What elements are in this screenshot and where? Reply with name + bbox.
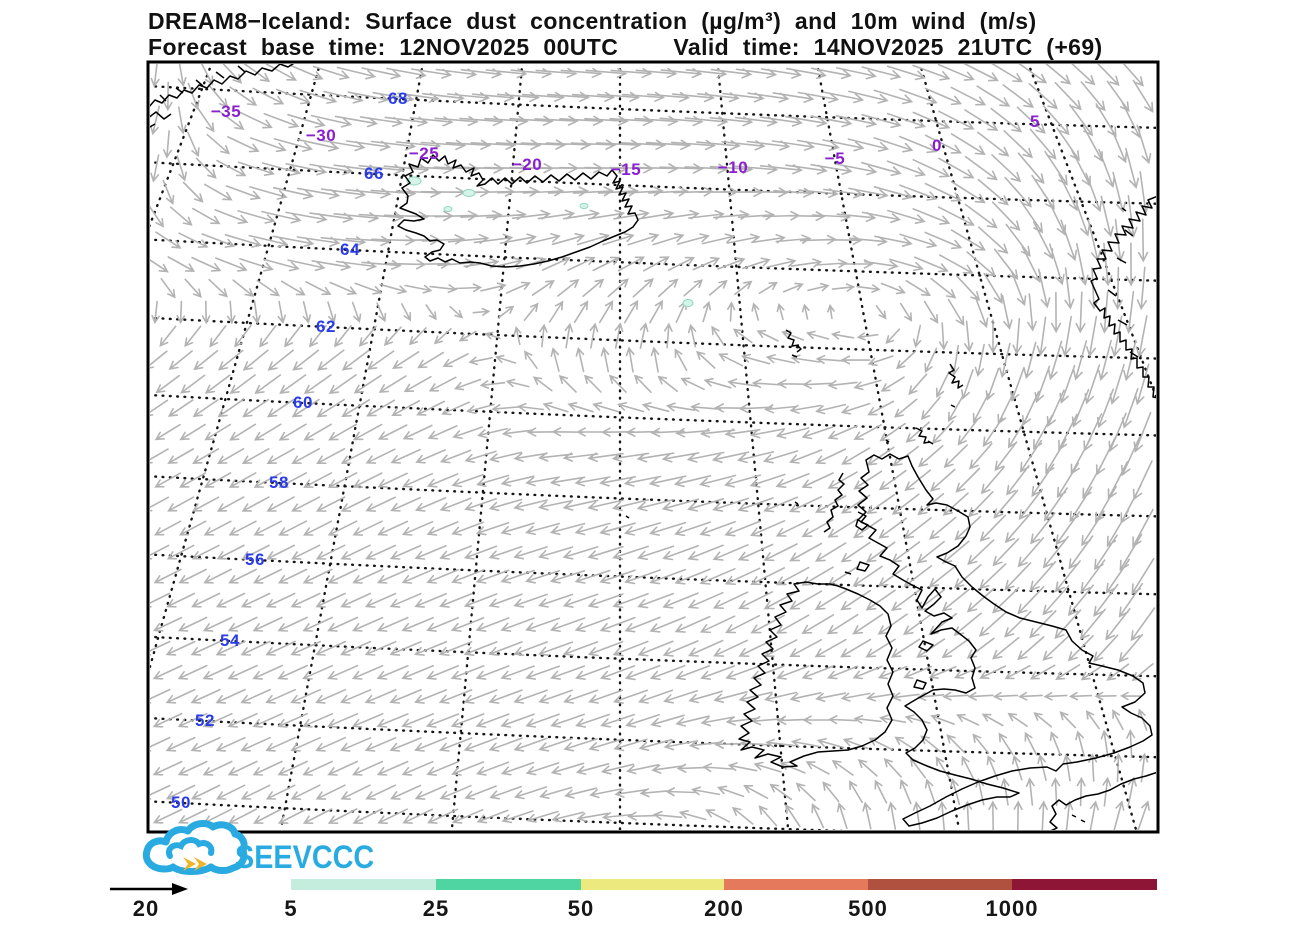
colorbar-segment-25 <box>436 879 581 890</box>
lon-label-−25: −25 <box>408 144 440 163</box>
lon-label-−30: −30 <box>305 126 337 145</box>
coastline-inner-hebrides <box>844 511 870 575</box>
coastline-isle-of-man <box>918 640 934 652</box>
coastline-france-channel <box>1049 771 1156 830</box>
coastlines-group <box>150 64 1156 830</box>
lon-label-−15: −15 <box>610 160 642 179</box>
coastline-shetland <box>948 363 964 408</box>
dust-colorbar <box>291 879 1157 890</box>
lat-label-52: 52 <box>195 711 215 730</box>
lon-label-−5: −5 <box>824 149 846 168</box>
colorbar-tick-5: 5 <box>284 896 298 921</box>
meridian-−5 <box>815 64 961 830</box>
coastline-anglesey <box>913 679 927 690</box>
lat-label-50: 50 <box>171 793 191 812</box>
colorbar-segment-5 <box>291 879 436 890</box>
lon-label-0: 0 <box>932 136 942 155</box>
coastline-outer-hebrides <box>823 472 845 533</box>
colorbar-tick-25: 25 <box>422 896 450 921</box>
colorbar-tick-50: 50 <box>567 896 595 921</box>
lon-label-5: 5 <box>1030 112 1040 131</box>
coastline-greenland <box>150 64 295 128</box>
lon-label-−10: −10 <box>717 158 749 177</box>
colorbar-segment-200 <box>724 879 868 890</box>
meridian-0 <box>918 64 1138 830</box>
wind-reference-arrow <box>110 883 188 895</box>
parallel-62 <box>150 316 1156 360</box>
lon-label-−35: −35 <box>210 102 242 121</box>
colorbar-segment-500 <box>868 879 1012 890</box>
parallel-54 <box>150 635 1156 678</box>
wind-arrows-path <box>150 64 1156 830</box>
meridian-−10 <box>716 64 790 830</box>
parallel-64 <box>150 238 1156 282</box>
coastline-iceland <box>397 154 639 268</box>
colorbar-tick-500: 500 <box>848 896 888 921</box>
seevccc-cloud-icon <box>142 820 248 875</box>
islet-rockall <box>625 515 630 519</box>
forecast-time-subtitle: Forecast base time: 12NOV2025 00UTC Vali… <box>148 34 1103 60</box>
coastline-great-britain <box>857 453 1153 827</box>
coastline-norway <box>1090 195 1156 399</box>
lat-label-62: 62 <box>316 317 336 336</box>
parallel-50 <box>150 800 850 830</box>
islet-st-kilda <box>794 501 799 505</box>
colorbar-segment-1000 <box>1012 879 1157 890</box>
lat-label-54: 54 <box>220 631 240 650</box>
colorbar-tick-200: 200 <box>704 896 744 921</box>
islet-fair-isle <box>885 439 890 443</box>
lat-label-68: 68 <box>388 89 408 108</box>
lat-label-64: 64 <box>340 240 360 259</box>
colorbar-segment-50 <box>581 879 724 890</box>
coastline-ireland <box>738 581 894 768</box>
parallel-68 <box>150 84 1156 130</box>
chart-title: DREAM8−Iceland: Surface dust concentrati… <box>148 8 1037 34</box>
meridian-−25 <box>279 64 425 830</box>
parallel-60 <box>150 393 1156 437</box>
map-border <box>146 60 1160 834</box>
lon-label-−20: −20 <box>511 155 543 174</box>
wind-reference-value: 20 <box>132 896 160 921</box>
seevccc-logo-text: SEEVCCC <box>235 839 375 875</box>
lat-label-66: 66 <box>364 164 384 183</box>
lat-label-60: 60 <box>293 393 313 412</box>
colorbar-tick-1000: 1000 <box>985 896 1039 921</box>
coastline-faroe-islands <box>785 329 802 358</box>
parallel-56 <box>150 553 1156 596</box>
parallel-52 <box>150 716 1156 759</box>
meridian-−20 <box>450 64 524 830</box>
coastline-orkney <box>915 427 934 445</box>
lat-label-58: 58 <box>269 473 289 492</box>
parallel-58 <box>150 475 1156 518</box>
wind-arrow-field <box>150 64 1156 830</box>
lat-label-56: 56 <box>245 550 265 569</box>
